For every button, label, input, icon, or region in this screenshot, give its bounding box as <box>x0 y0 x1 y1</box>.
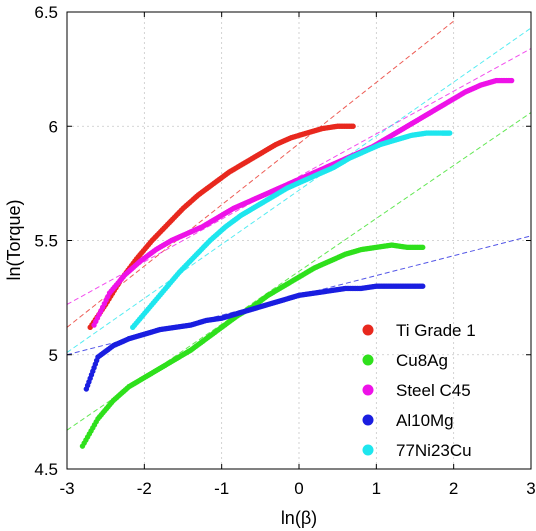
fit-line-cu8ag <box>66 112 532 431</box>
legend-marker-al10mg <box>362 414 374 426</box>
x-tick-label: -3 <box>59 479 74 498</box>
data-point-ti-grade-1 <box>350 123 356 129</box>
data-point-77ni23cu <box>447 130 453 136</box>
x-tick-label: -1 <box>214 479 229 498</box>
x-axis-ticks: -3 -2 -1 0 1 2 3 <box>59 12 536 498</box>
legend-label-77ni23cu: 77Ni23Cu <box>396 441 472 460</box>
fit-line-77ni23cu <box>66 27 532 353</box>
grid <box>67 12 531 469</box>
legend-label-ti-grade-1: Ti Grade 1 <box>396 321 476 340</box>
series-77ni23cu <box>130 130 453 331</box>
legend-marker-ti-grade-1 <box>362 324 374 336</box>
series-cu8ag <box>79 242 426 449</box>
x-tick-label: 0 <box>294 479 303 498</box>
x-tick-label: 3 <box>526 479 535 498</box>
data-point-steel-c45 <box>508 77 515 84</box>
y-tick-label: 6.5 <box>34 3 58 22</box>
data-points <box>79 77 515 449</box>
series-al10mg <box>83 283 426 392</box>
data-point-cu8ag <box>420 244 426 251</box>
legend: Ti Grade 1 Cu8Ag Steel C45 Al10Mg 77Ni23Cu <box>362 321 476 460</box>
legend-marker-steel-c45 <box>362 384 374 396</box>
legend-label-steel-c45: Steel C45 <box>396 381 471 400</box>
x-tick-label: -2 <box>137 479 152 498</box>
series-ti-grade-1 <box>87 123 356 331</box>
y-axis-label: ln(Torque) <box>4 199 24 280</box>
data-point-al10mg <box>420 283 426 289</box>
y-tick-label: 4.5 <box>34 460 58 479</box>
legend-label-cu8ag: Cu8Ag <box>396 351 448 370</box>
legend-label-al10mg: Al10Mg <box>396 411 454 430</box>
x-tick-label: 2 <box>449 479 458 498</box>
legend-marker-cu8ag <box>362 354 374 366</box>
legend-marker-77ni23cu <box>362 444 374 456</box>
y-axis-ticks: 4.5 5 5.5 6 6.5 <box>34 3 531 479</box>
y-tick-label: 6 <box>49 117 58 136</box>
x-tick-label: 1 <box>372 479 381 498</box>
y-tick-label: 5.5 <box>34 232 58 251</box>
x-axis-label: ln(β) <box>281 508 317 528</box>
y-tick-label: 5 <box>49 346 58 365</box>
fit-line-ti-grade-1 <box>66 20 454 328</box>
